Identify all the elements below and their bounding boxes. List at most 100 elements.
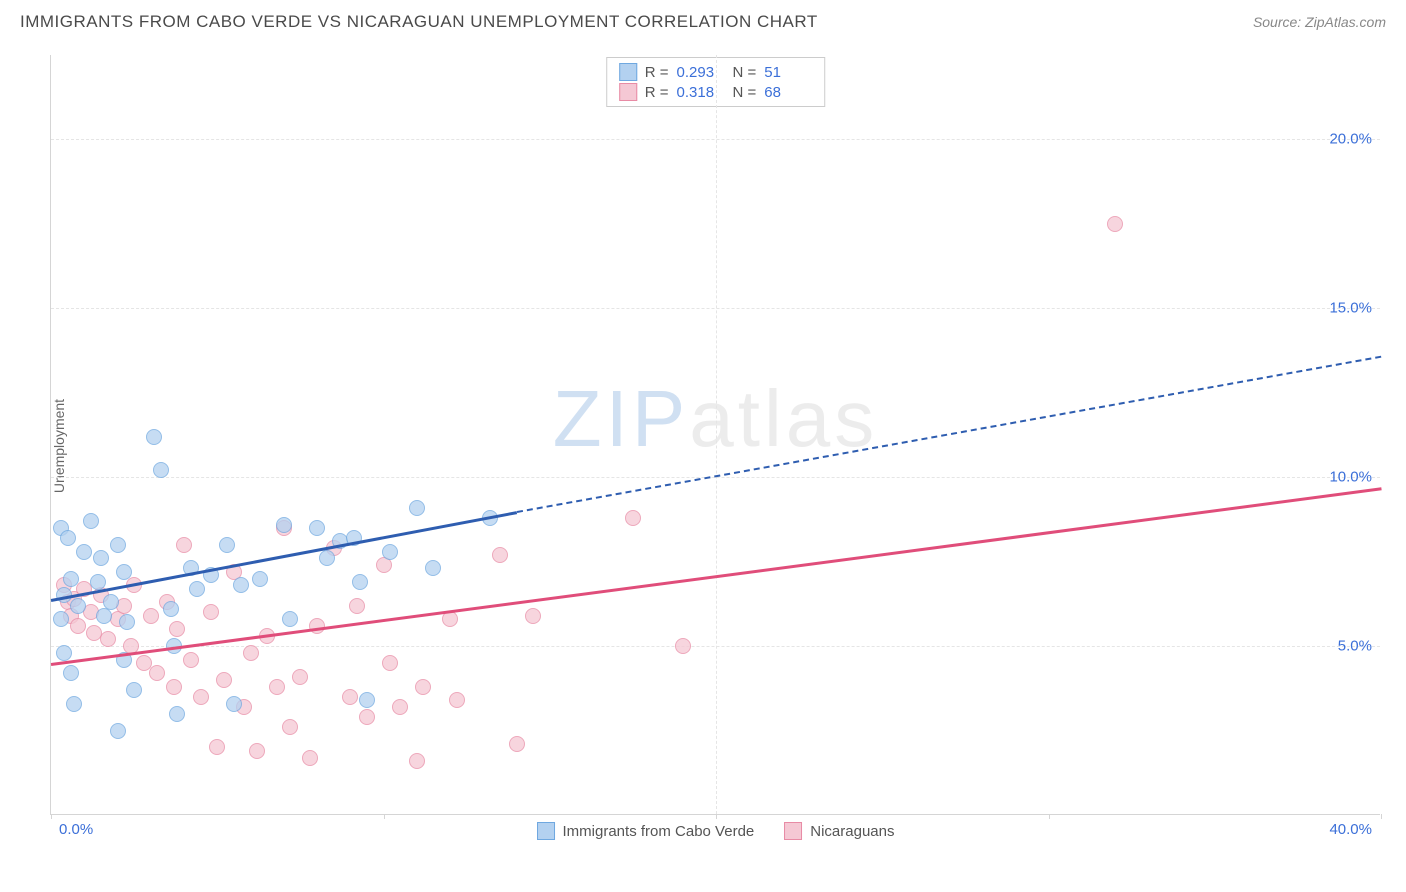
scatter-point-a (76, 544, 92, 560)
xtick-mark (716, 814, 717, 819)
scatter-point-a (66, 696, 82, 712)
scatter-point-b (282, 719, 298, 735)
scatter-point-b (409, 753, 425, 769)
r-label: R = (645, 84, 669, 101)
xtick-mark (384, 814, 385, 819)
scatter-point-b (193, 689, 209, 705)
scatter-point-a (70, 598, 86, 614)
scatter-point-b (169, 621, 185, 637)
scatter-point-b (70, 618, 86, 634)
scatter-point-b (492, 547, 508, 563)
scatter-point-a (63, 571, 79, 587)
scatter-point-b (509, 736, 525, 752)
swatch-series-a-icon (537, 822, 555, 840)
scatter-point-a (60, 530, 76, 546)
scatter-point-a (126, 682, 142, 698)
scatter-point-b (176, 537, 192, 553)
scatter-point-a (252, 571, 268, 587)
xtick-label: 40.0% (1329, 821, 1372, 838)
scatter-point-a (116, 564, 132, 580)
scatter-point-b (302, 750, 318, 766)
scatter-point-a (110, 537, 126, 553)
legend-item-b: Nicaraguans (784, 822, 894, 840)
scatter-point-a (189, 581, 205, 597)
scatter-point-b (625, 510, 641, 526)
scatter-point-b (243, 645, 259, 661)
scatter-point-a (233, 577, 249, 593)
scatter-point-a (319, 550, 335, 566)
scatter-point-a (110, 723, 126, 739)
scatter-point-b (100, 631, 116, 647)
n-label: N = (733, 64, 757, 81)
scatter-point-a (282, 611, 298, 627)
r-label: R = (645, 64, 669, 81)
scatter-point-a (409, 500, 425, 516)
scatter-point-b (269, 679, 285, 695)
scatter-point-b (1107, 216, 1123, 232)
scatter-point-a (169, 706, 185, 722)
scatter-point-a (146, 429, 162, 445)
watermark-atlas: atlas (689, 374, 878, 463)
chart-title: IMMIGRANTS FROM CABO VERDE VS NICARAGUAN… (20, 12, 818, 32)
scatter-point-b (149, 665, 165, 681)
scatter-point-a (63, 665, 79, 681)
watermark-zip: ZIP (553, 374, 689, 463)
scatter-point-a (382, 544, 398, 560)
scatter-point-a (276, 517, 292, 533)
scatter-point-a (153, 462, 169, 478)
scatter-point-a (83, 513, 99, 529)
scatter-point-a (119, 614, 135, 630)
legend-label-a: Immigrants from Cabo Verde (563, 823, 755, 840)
r-value-a: 0.293 (677, 64, 725, 81)
scatter-point-a (56, 645, 72, 661)
scatter-point-a (309, 520, 325, 536)
scatter-point-a (352, 574, 368, 590)
scatter-point-a (226, 696, 242, 712)
xtick-mark (51, 814, 52, 819)
swatch-series-b-icon (784, 822, 802, 840)
n-value-b: 68 (764, 84, 812, 101)
scatter-point-b (415, 679, 431, 695)
xtick-mark (1381, 814, 1382, 819)
legend-item-a: Immigrants from Cabo Verde (537, 822, 755, 840)
scatter-point-b (249, 743, 265, 759)
ytick-label: 20.0% (1329, 131, 1372, 148)
ytick-label: 15.0% (1329, 300, 1372, 317)
scatter-point-b (309, 618, 325, 634)
scatter-point-b (675, 638, 691, 654)
scatter-point-b (203, 604, 219, 620)
scatter-point-b (292, 669, 308, 685)
scatter-point-b (216, 672, 232, 688)
legend-series: Immigrants from Cabo Verde Nicaraguans (537, 822, 895, 840)
scatter-point-a (103, 594, 119, 610)
scatter-point-a (93, 550, 109, 566)
scatter-point-b (143, 608, 159, 624)
scatter-point-b (166, 679, 182, 695)
chart-source: Source: ZipAtlas.com (1253, 14, 1386, 30)
xtick-label: 0.0% (59, 821, 93, 838)
scatter-point-a (163, 601, 179, 617)
scatter-point-b (359, 709, 375, 725)
scatter-point-a (90, 574, 106, 590)
scatter-point-b (183, 652, 199, 668)
scatter-point-b (382, 655, 398, 671)
swatch-series-b-icon (619, 83, 637, 101)
trendline-a-dashed (516, 356, 1381, 513)
scatter-point-b (525, 608, 541, 624)
legend-label-b: Nicaraguans (810, 823, 894, 840)
scatter-point-a (425, 560, 441, 576)
scatter-point-b (392, 699, 408, 715)
scatter-point-a (359, 692, 375, 708)
chart-plot-area: ZIPatlas R = 0.293 N = 51 R = 0.318 N = … (50, 55, 1380, 815)
ytick-label: 10.0% (1329, 469, 1372, 486)
scatter-point-b (342, 689, 358, 705)
ytick-label: 5.0% (1338, 638, 1372, 655)
swatch-series-a-icon (619, 63, 637, 81)
xtick-mark (1049, 814, 1050, 819)
n-label: N = (733, 84, 757, 101)
chart-header: IMMIGRANTS FROM CABO VERDE VS NICARAGUAN… (0, 0, 1406, 40)
scatter-point-b (209, 739, 225, 755)
r-value-b: 0.318 (677, 84, 725, 101)
scatter-point-b (349, 598, 365, 614)
n-value-a: 51 (764, 64, 812, 81)
